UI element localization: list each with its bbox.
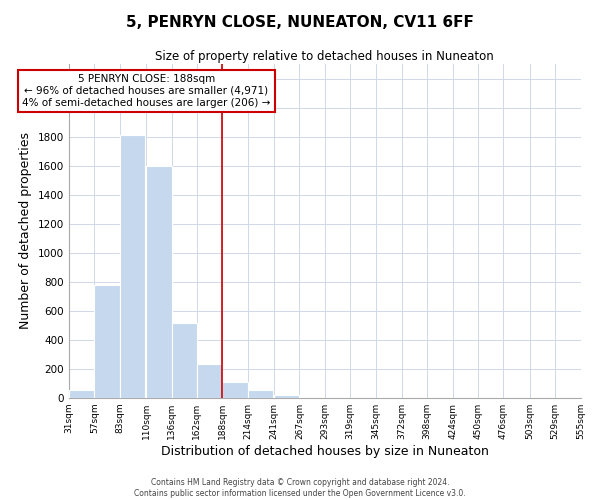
Bar	[146, 166, 172, 398]
Bar	[69, 390, 94, 398]
Bar	[248, 390, 273, 398]
Text: 5, PENRYN CLOSE, NUNEATON, CV11 6FF: 5, PENRYN CLOSE, NUNEATON, CV11 6FF	[126, 15, 474, 30]
X-axis label: Distribution of detached houses by size in Nuneaton: Distribution of detached houses by size …	[161, 444, 489, 458]
Bar	[172, 323, 197, 398]
Bar	[274, 395, 299, 398]
Bar	[120, 135, 145, 398]
Y-axis label: Number of detached properties: Number of detached properties	[19, 132, 32, 330]
Title: Size of property relative to detached houses in Nuneaton: Size of property relative to detached ho…	[155, 50, 494, 63]
Bar	[197, 364, 223, 398]
Text: Contains HM Land Registry data © Crown copyright and database right 2024.
Contai: Contains HM Land Registry data © Crown c…	[134, 478, 466, 498]
Bar	[223, 382, 248, 398]
Bar	[94, 286, 120, 398]
Text: 5 PENRYN CLOSE: 188sqm
← 96% of detached houses are smaller (4,971)
4% of semi-d: 5 PENRYN CLOSE: 188sqm ← 96% of detached…	[22, 74, 271, 108]
